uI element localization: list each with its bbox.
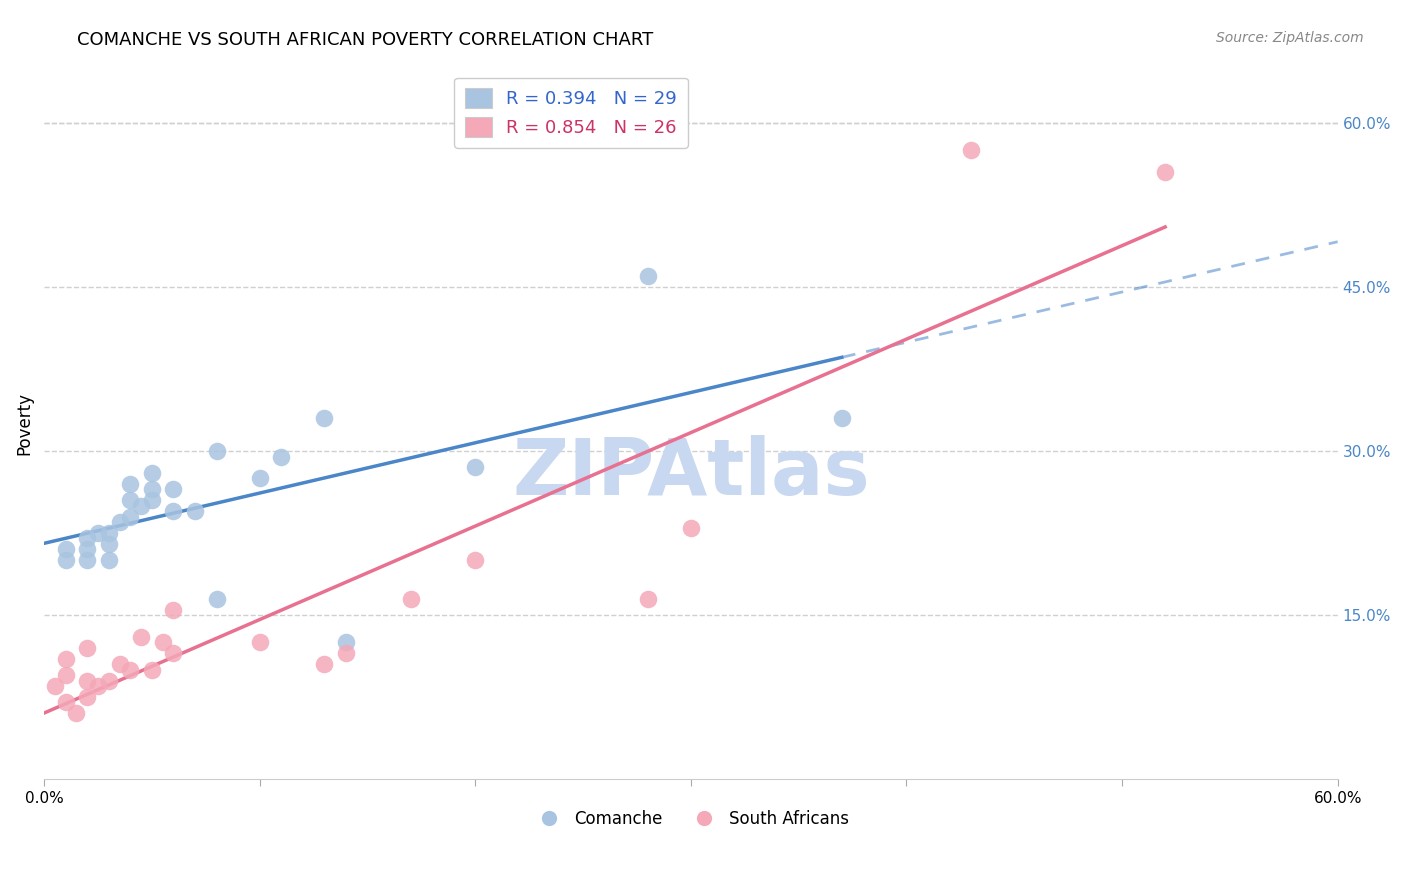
Point	[205, 444, 228, 458]
Point	[637, 269, 659, 284]
Point	[129, 630, 152, 644]
Point	[65, 706, 87, 721]
Point	[205, 591, 228, 606]
Legend: Comanche, South Africans: Comanche, South Africans	[526, 803, 856, 835]
Point	[55, 668, 77, 682]
Point	[120, 509, 142, 524]
Point	[87, 526, 110, 541]
Point	[141, 663, 163, 677]
Point	[97, 537, 120, 551]
Point	[97, 526, 120, 541]
Point	[335, 635, 357, 649]
Point	[120, 476, 142, 491]
Point	[831, 411, 853, 425]
Point	[44, 679, 66, 693]
Point	[464, 553, 486, 567]
Point	[152, 635, 174, 649]
Point	[162, 483, 184, 497]
Point	[679, 520, 702, 534]
Point	[108, 515, 131, 529]
Point	[87, 679, 110, 693]
Point	[97, 673, 120, 688]
Point	[76, 532, 98, 546]
Point	[249, 471, 271, 485]
Point	[97, 553, 120, 567]
Point	[162, 504, 184, 518]
Point	[464, 460, 486, 475]
Point	[76, 553, 98, 567]
Y-axis label: Poverty: Poverty	[15, 392, 32, 455]
Point	[108, 657, 131, 672]
Point	[335, 646, 357, 660]
Point	[184, 504, 207, 518]
Text: ZIPAtlas: ZIPAtlas	[512, 435, 870, 511]
Point	[55, 695, 77, 709]
Point	[249, 635, 271, 649]
Point	[960, 144, 983, 158]
Point	[55, 651, 77, 665]
Point	[399, 591, 422, 606]
Point	[129, 499, 152, 513]
Point	[162, 646, 184, 660]
Point	[162, 602, 184, 616]
Point	[120, 493, 142, 508]
Point	[76, 673, 98, 688]
Point	[76, 640, 98, 655]
Point	[314, 411, 336, 425]
Text: Source: ZipAtlas.com: Source: ZipAtlas.com	[1216, 31, 1364, 45]
Point	[314, 657, 336, 672]
Text: COMANCHE VS SOUTH AFRICAN POVERTY CORRELATION CHART: COMANCHE VS SOUTH AFRICAN POVERTY CORREL…	[77, 31, 654, 49]
Point	[55, 553, 77, 567]
Point	[637, 591, 659, 606]
Point	[1154, 165, 1177, 179]
Point	[76, 542, 98, 557]
Point	[120, 663, 142, 677]
Point	[141, 466, 163, 480]
Point	[55, 542, 77, 557]
Point	[141, 483, 163, 497]
Point	[270, 450, 292, 464]
Point	[76, 690, 98, 704]
Point	[141, 493, 163, 508]
